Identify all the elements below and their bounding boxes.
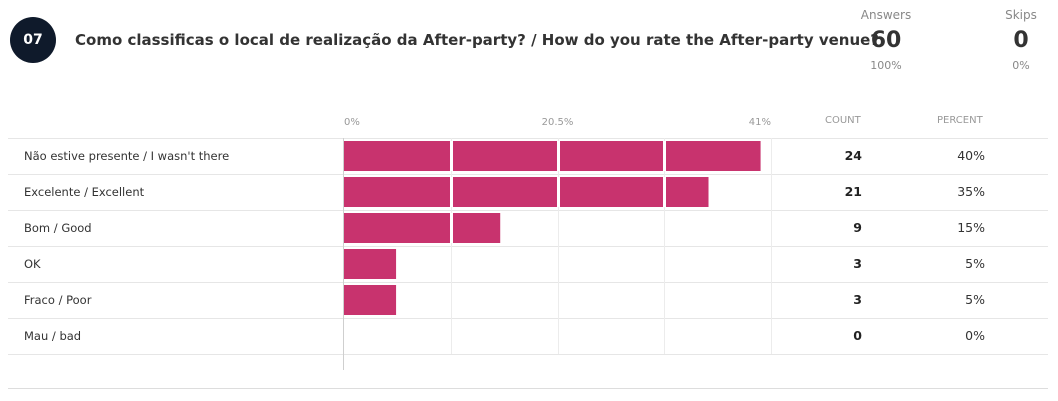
bar [344, 141, 761, 171]
bar [344, 177, 709, 207]
percent-value: 0% [965, 328, 985, 343]
bar [344, 285, 397, 315]
category-label: Mau / bad [24, 329, 81, 343]
skips-value: 0 [1013, 28, 1029, 53]
percent-value: 5% [965, 256, 985, 271]
answers-stat: Answers 60 100% [846, 8, 926, 72]
answers-percent: 100% [870, 59, 902, 72]
question-number-badge: 07 [10, 17, 56, 63]
bottom-divider [8, 388, 1048, 389]
bar [344, 249, 397, 279]
axis-tick-label: 41% [749, 117, 771, 128]
percent-value: 35% [957, 184, 985, 199]
percent-value: 15% [957, 220, 985, 235]
count-value: 3 [853, 292, 862, 307]
category-label: OK [24, 257, 41, 271]
category-label: Fraco / Poor [24, 293, 92, 307]
category-label: Não estive presente / I wasn't there [24, 149, 229, 163]
skips-stat: Skips 0 0% [981, 8, 1058, 72]
count-value: 0 [853, 328, 862, 343]
answers-value: 60 [870, 28, 902, 53]
count-value: 24 [845, 148, 863, 163]
axis-tick-label: 20.5% [542, 117, 574, 128]
percent-value: 5% [965, 292, 985, 307]
question-title: Como classificas o local de realização d… [75, 31, 880, 49]
category-label: Excelente / Excellent [24, 185, 145, 199]
count-value: 21 [845, 184, 862, 199]
bar [344, 213, 501, 243]
axis-tick-label: 0% [344, 117, 360, 128]
skips-percent: 0% [1012, 59, 1030, 72]
percent-column-header: PERCENT [937, 115, 983, 126]
answers-label: Answers [860, 8, 912, 22]
percent-value: 40% [957, 148, 985, 163]
skips-label: Skips [1005, 8, 1037, 22]
category-label: Bom / Good [24, 221, 92, 235]
count-value: 9 [853, 220, 862, 235]
count-value: 3 [853, 256, 862, 271]
count-column-header: COUNT [825, 115, 861, 126]
